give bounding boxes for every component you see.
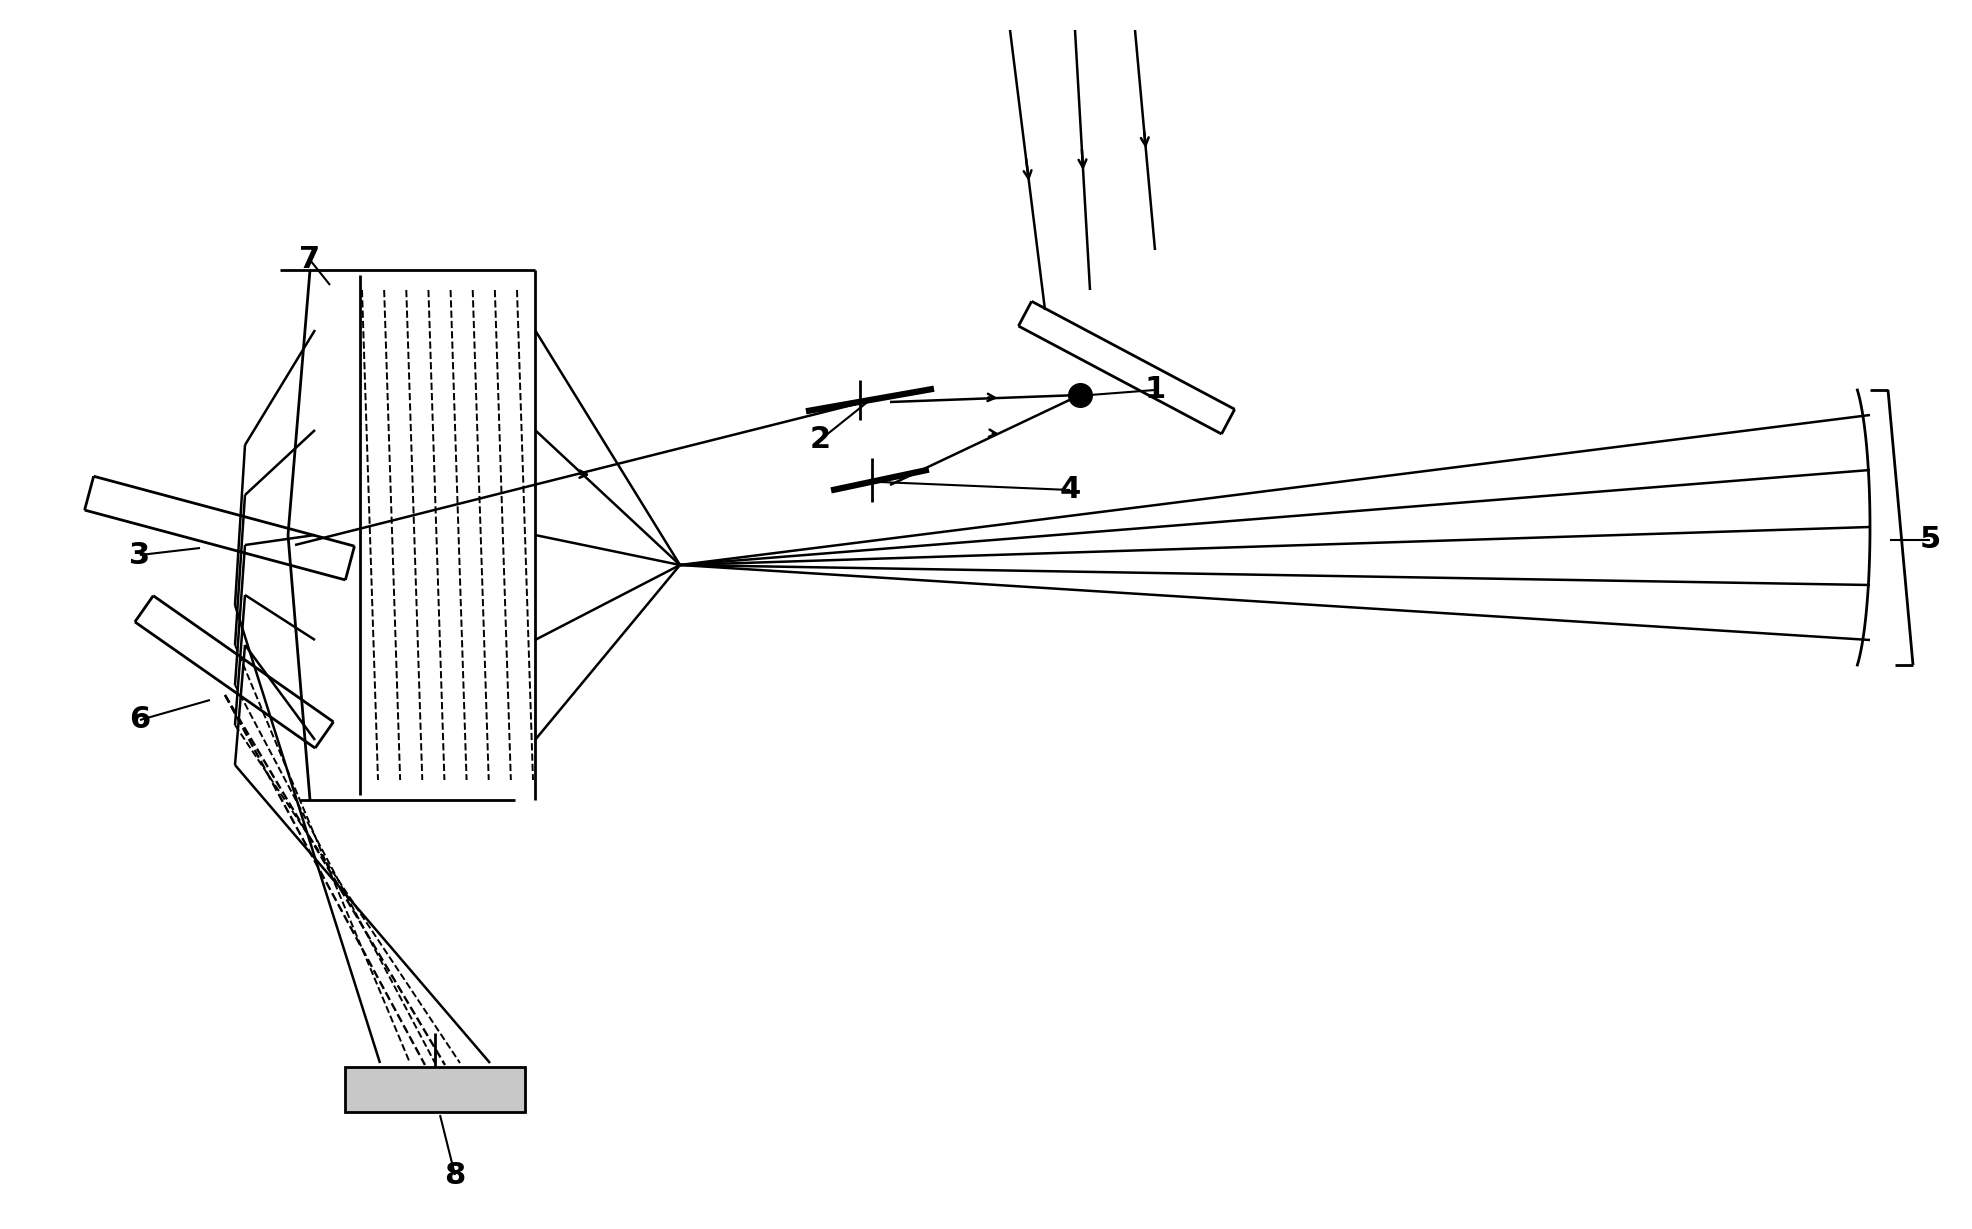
- Text: 5: 5: [1919, 526, 1940, 554]
- Bar: [345, 1067, 525, 1112]
- Text: 3: 3: [130, 541, 150, 569]
- Text: 1: 1: [1144, 376, 1165, 404]
- Text: 7: 7: [300, 246, 321, 274]
- Text: 8: 8: [444, 1160, 465, 1190]
- Text: 2: 2: [809, 425, 830, 455]
- Text: 4: 4: [1059, 476, 1081, 504]
- Text: 6: 6: [130, 705, 150, 735]
